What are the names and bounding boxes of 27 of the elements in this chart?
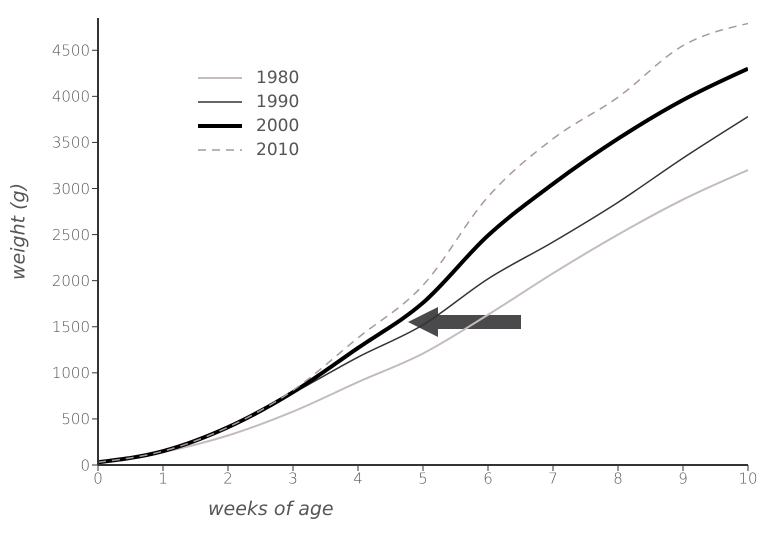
y-tick-label: 500 bbox=[61, 410, 90, 428]
y-tick-label: 0 bbox=[80, 456, 90, 474]
y-tick-label: 4000 bbox=[52, 88, 90, 106]
y-tick-label: 4500 bbox=[52, 42, 90, 60]
x-axis-title: weeks of age bbox=[208, 498, 334, 520]
x-tick-label: 6 bbox=[483, 470, 493, 488]
legend-label: 2000 bbox=[256, 115, 300, 138]
x-tick-label: 8 bbox=[613, 470, 623, 488]
x-tick-label: 2 bbox=[223, 470, 233, 488]
x-tick-label: 1 bbox=[158, 470, 168, 488]
x-tick-label: 7 bbox=[548, 470, 558, 488]
legend-label: 2010 bbox=[256, 139, 300, 162]
legend-label: 1980 bbox=[256, 67, 300, 90]
x-tick-label: 3 bbox=[288, 470, 298, 488]
y-axis-title: weight (g) bbox=[8, 183, 30, 280]
y-tick-label: 1500 bbox=[52, 318, 90, 336]
y-tick-label: 2000 bbox=[52, 272, 90, 290]
x-tick-label: 9 bbox=[678, 470, 688, 488]
y-tick-label: 2500 bbox=[52, 226, 90, 244]
x-tick-label: 10 bbox=[738, 470, 758, 488]
legend-label: 1990 bbox=[256, 91, 300, 114]
x-tick-label: 4 bbox=[353, 470, 363, 488]
y-tick-label: 1000 bbox=[52, 364, 90, 382]
x-tick-label: 0 bbox=[93, 470, 103, 488]
x-tick-label: 5 bbox=[418, 470, 428, 488]
y-tick-label: 3500 bbox=[52, 134, 90, 152]
y-tick-label: 3000 bbox=[52, 180, 90, 198]
